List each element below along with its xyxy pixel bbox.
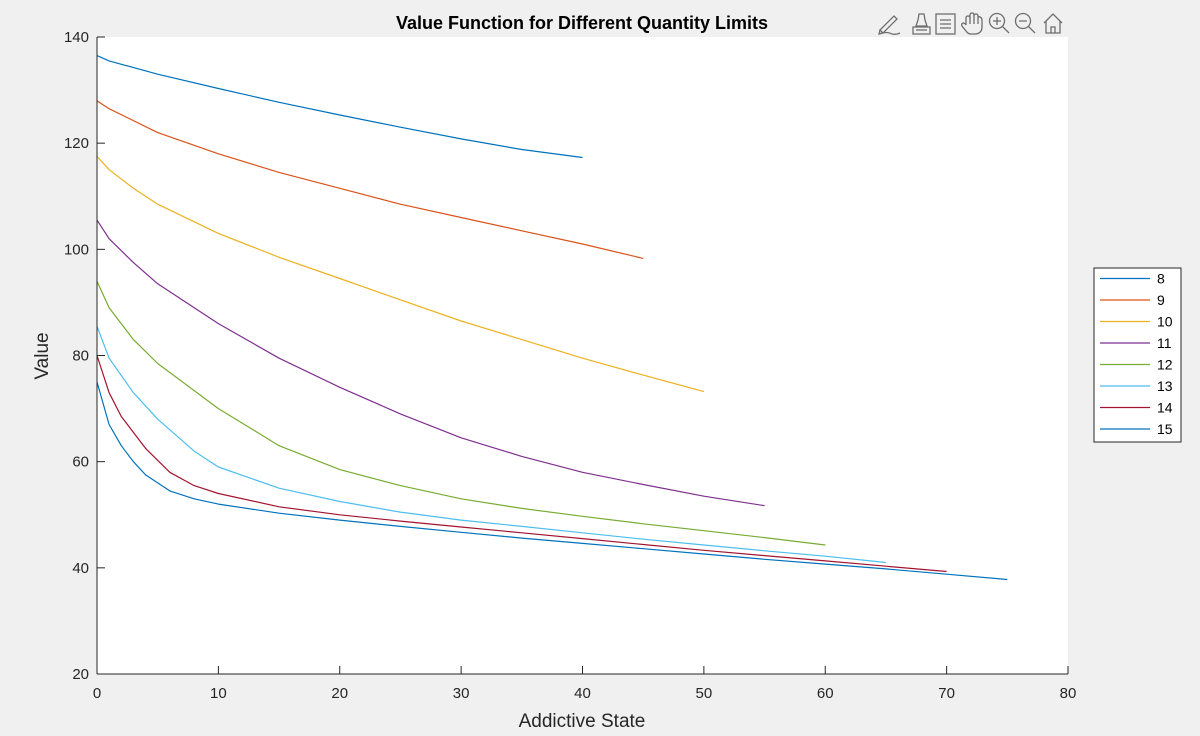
legend-label: 11 [1157,335,1172,351]
x-tick-label: 70 [938,685,955,702]
series-line-12 [96,280,826,546]
series-line-15 [96,381,1008,581]
legend-entry-10[interactable]: 10 [1100,314,1173,330]
legend-entry-15[interactable]: 15 [1100,421,1173,437]
legend-entry-9[interactable]: 9 [1100,292,1165,308]
series-line-8 [96,55,583,159]
legend-entry-11[interactable]: 11 [1100,335,1172,351]
chart-title: Value Function for Different Quantity Li… [396,13,768,33]
x-axis-label: Addictive State [519,711,646,732]
series-line-9 [96,100,644,259]
x-tick-label: 10 [210,685,227,702]
legend[interactable]: 8 9 10 11 12 13 14 15 [1093,267,1182,443]
legend-entry-13[interactable]: 13 [1100,378,1173,394]
x-tick-label: 30 [453,685,470,702]
y-axis-label: Value [32,332,53,379]
legend-entry-12[interactable]: 12 [1100,357,1173,373]
zoom-out-icon[interactable] [1014,12,1036,34]
legend-label: 12 [1157,357,1173,373]
legend-label: 15 [1157,421,1173,437]
y-tick-label: 60 [72,454,89,471]
y-tick-label: 140 [64,29,89,46]
series-line-11 [96,219,765,507]
legend-entry-14[interactable]: 14 [1100,400,1173,416]
plot-area [97,37,1068,674]
legend-label: 14 [1157,400,1173,416]
y-tick-label: 80 [72,348,89,365]
x-tick-label: 40 [574,685,591,702]
legend-label: 10 [1157,314,1173,330]
x-tick-label: 50 [696,685,713,702]
legend-icon[interactable] [935,13,956,35]
series-layer [96,55,1008,581]
data-tips-icon[interactable] [912,13,931,35]
legend-label: 8 [1157,271,1165,287]
axes-toolbar [878,12,1063,35]
legend-entry-8[interactable]: 8 [1100,271,1165,287]
ticks-layer: 0 10 20 30 40 50 60 70 80 20 40 60 80 100 120 140 [64,29,1076,702]
zoom-in-icon[interactable] [988,12,1010,34]
legend-label: 9 [1157,292,1165,308]
x-tick-label: 60 [817,685,834,702]
legend-box [1093,267,1182,443]
brush-edit-icon[interactable] [878,15,901,35]
x-tick-label: 20 [331,685,348,702]
y-tick-label: 100 [64,241,89,258]
series-line-10 [96,155,705,393]
series-line-13 [96,326,886,564]
y-tick-label: 40 [72,560,89,577]
x-tick-label: 0 [93,685,101,702]
legend-entries: 8 9 10 11 12 13 14 15 [1100,271,1173,437]
x-tick-label: 80 [1060,685,1077,702]
legend-label: 13 [1157,378,1173,394]
pan-icon[interactable] [961,12,983,35]
home-icon[interactable] [1043,13,1063,34]
y-tick-label: 20 [72,666,89,683]
y-tick-label: 120 [64,135,89,152]
series-line-14 [96,355,947,573]
